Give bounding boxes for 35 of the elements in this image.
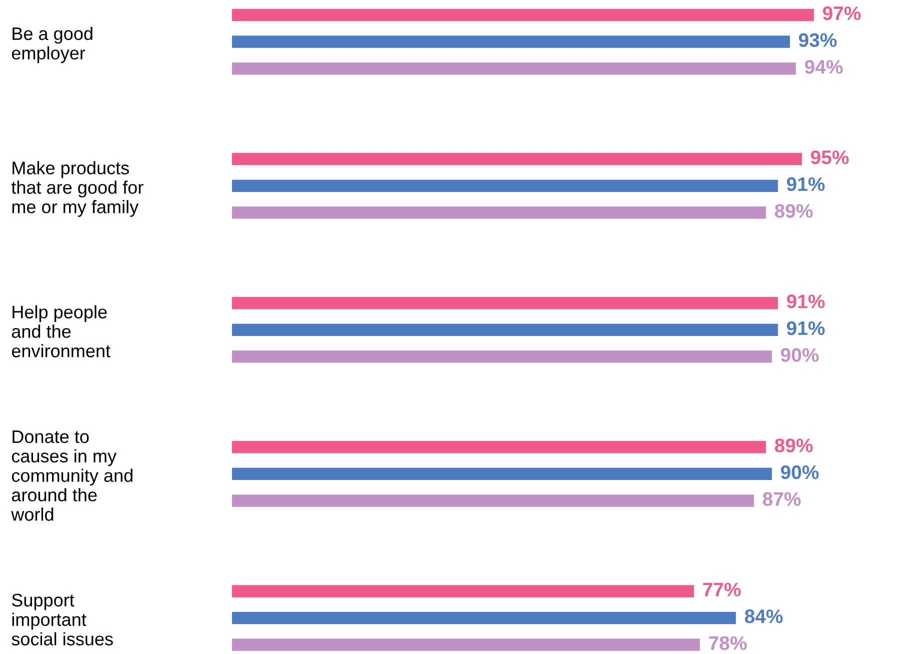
data-label: 91%: [786, 294, 825, 308]
data-label: 78%: [709, 636, 747, 650]
data-label: 87%: [762, 492, 801, 506]
data-label: 84%: [744, 609, 783, 624]
data-label: 89%: [774, 438, 813, 452]
bar: [232, 62, 796, 75]
data-label: 93%: [798, 33, 837, 48]
y-tick-label: Help people and the environment: [12, 305, 110, 358]
y-tick-label: Donate to causes in my community and around the world: [11, 430, 132, 521]
bar: [232, 612, 736, 624]
bar: [232, 638, 700, 651]
data-label: 90%: [780, 348, 819, 362]
bar: [232, 350, 772, 363]
data-label: 91%: [786, 177, 825, 192]
bar: [232, 441, 766, 454]
y-tick-label: Support important social issues: [12, 594, 113, 646]
data-label: 94%: [804, 60, 843, 74]
bar: [232, 8, 814, 22]
bar: [232, 206, 766, 219]
bar: [232, 585, 694, 598]
bar: [232, 180, 778, 192]
y-tick-label: Make products that are good for me or my family: [11, 161, 144, 217]
bar: [232, 296, 778, 310]
bar: [232, 324, 778, 336]
bar: [232, 494, 754, 507]
data-label: 90%: [780, 465, 819, 480]
bar: [232, 468, 772, 480]
data-label: 95%: [810, 150, 849, 164]
data-label: 77%: [703, 582, 741, 596]
data-label: 89%: [774, 204, 813, 218]
bar: [232, 36, 790, 48]
bar: [232, 152, 802, 166]
data-label: 97%: [822, 6, 861, 20]
data-label: 91%: [786, 321, 825, 336]
y-tick-label: Be a good employer: [12, 26, 92, 64]
